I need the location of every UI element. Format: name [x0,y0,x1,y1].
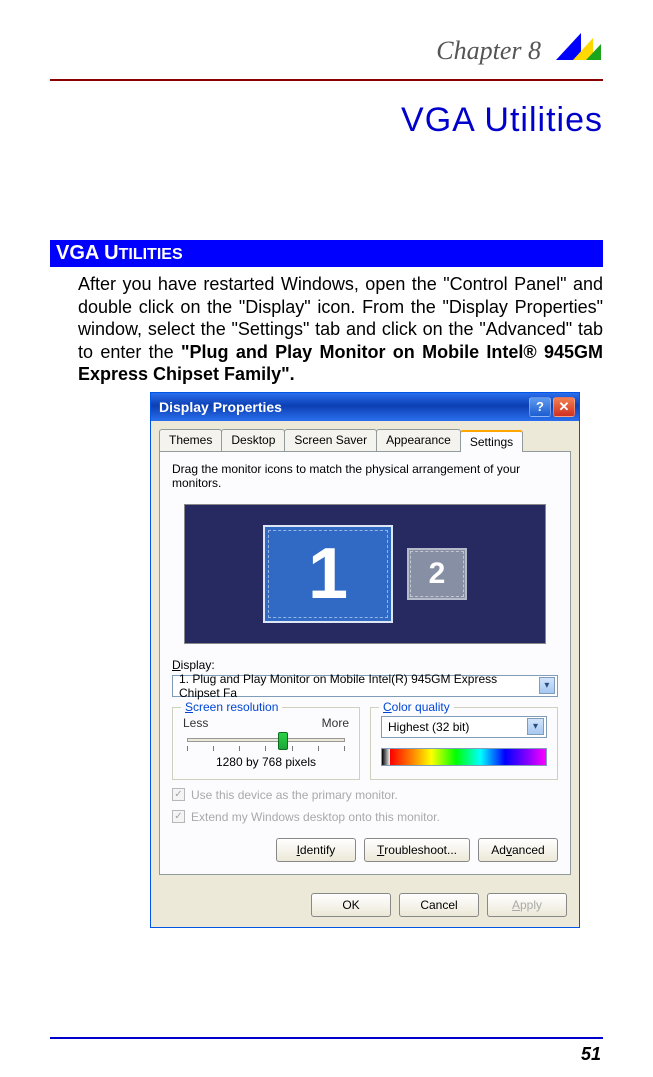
chevron-down-icon[interactable]: ▾ [527,718,544,735]
monitor-1[interactable]: 1 [263,525,393,623]
monitor-2[interactable]: 2 [407,548,467,600]
section-heading-rest: TILITIES [119,246,183,263]
slider-thumb[interactable] [278,732,288,750]
color-select-value: Highest (32 bit) [388,720,469,734]
display-properties-dialog: Display Properties ? ✕ Themes Desktop Sc… [150,392,580,928]
advanced-button[interactable]: Advanced [478,838,558,862]
tab-pane: Drag the monitor icons to match the phys… [159,451,571,875]
slider-labels: Less More [183,716,349,730]
cancel-button[interactable]: Cancel [399,893,479,917]
troubleshoot-button[interactable]: Troubleshoot... [364,838,470,862]
apply-button: Apply [487,893,567,917]
tab-screensaver[interactable]: Screen Saver [284,429,377,451]
chk1-label: Use this device as the primary monitor. [191,788,398,802]
slider-ticks [187,746,345,751]
chapter-label: Chapter 8 [436,36,541,66]
tabbar: Themes Desktop Screen Saver Appearance S… [159,429,571,451]
resolution-slider[interactable] [187,738,345,742]
color-preview-bar [381,748,547,766]
monitors-preview[interactable]: 1 2 [184,504,546,644]
color-legend: Color quality [379,700,454,714]
checkbox-icon: ✓ [172,788,185,801]
identify-button[interactable]: Identify [276,838,356,862]
resolution-fieldset: Screen resolution Less More 1280 by 768 … [172,707,360,780]
tab-themes[interactable]: Themes [159,429,222,451]
section-heading-big: VGA U [56,242,119,264]
settings-columns: Screen resolution Less More 1280 by 768 … [172,707,558,780]
inner-button-row: Identify Troubleshoot... Advanced [172,838,558,862]
chk2-label: Extend my Windows desktop onto this moni… [191,810,440,824]
resolution-legend: Screen resolution [181,700,282,714]
chevron-down-icon[interactable]: ▾ [539,677,555,694]
chapter-header: Chapter 8 [50,30,603,81]
chapter-logo-icon [553,30,603,71]
dialog-button-row: OK Cancel Apply [151,883,579,927]
primary-monitor-checkbox: ✓ Use this device as the primary monitor… [172,788,558,802]
body-paragraph: After you have restarted Windows, open t… [78,273,603,386]
checkbox-icon: ✓ [172,810,185,823]
titlebar-text: Display Properties [159,399,282,415]
color-fieldset: Color quality Highest (32 bit) ▾ [370,707,558,780]
color-select[interactable]: Highest (32 bit) ▾ [381,716,547,738]
ok-button[interactable]: OK [311,893,391,917]
page-title: VGA Utilities [50,101,603,140]
drag-hint: Drag the monitor icons to match the phys… [172,462,558,490]
tab-appearance[interactable]: Appearance [376,429,461,451]
display-select-value: 1. Plug and Play Monitor on Mobile Intel… [179,672,539,700]
footer-divider [50,1037,603,1039]
more-label: More [322,716,349,730]
tab-settings[interactable]: Settings [460,430,523,452]
extend-desktop-checkbox: ✓ Extend my Windows desktop onto this mo… [172,810,558,824]
tab-desktop[interactable]: Desktop [221,429,285,451]
less-label: Less [183,716,208,730]
close-icon[interactable]: ✕ [553,397,575,417]
resolution-caption: 1280 by 768 pixels [183,755,349,769]
display-label: Display: [172,658,558,672]
display-select[interactable]: 1. Plug and Play Monitor on Mobile Intel… [172,675,558,697]
page-number: 51 [581,1044,601,1065]
section-heading: VGA UTILITIES [50,240,603,267]
help-icon[interactable]: ? [529,397,551,417]
titlebar-buttons: ? ✕ [529,397,575,417]
titlebar[interactable]: Display Properties ? ✕ [151,393,579,421]
